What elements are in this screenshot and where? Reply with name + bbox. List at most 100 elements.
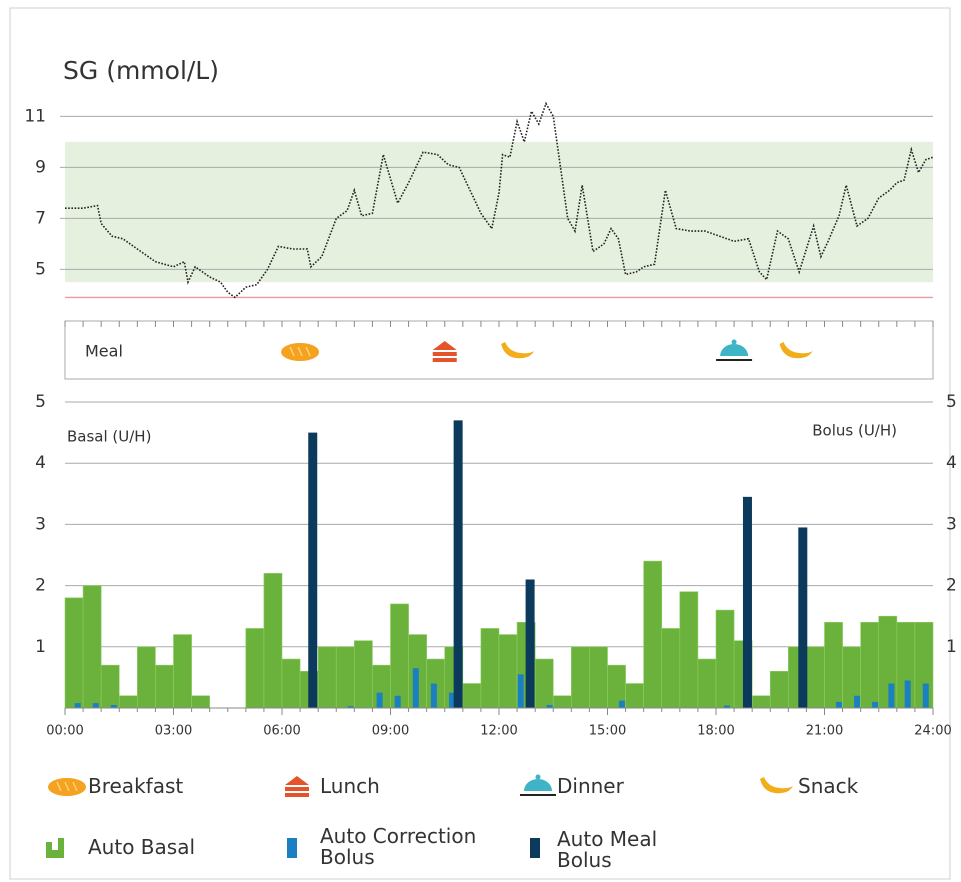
legend-label: Auto Meal Bolus xyxy=(557,827,658,872)
y2-tick-label: 5 xyxy=(946,392,957,412)
legend-icon xyxy=(48,778,86,796)
basal-bar xyxy=(390,603,409,709)
meal-icon xyxy=(281,343,320,361)
bolus-bar xyxy=(412,668,419,708)
basal-bar xyxy=(317,646,337,709)
cake-l1 xyxy=(285,787,309,791)
correction-icon xyxy=(287,838,297,858)
banana xyxy=(779,342,813,359)
y-tick-label: 3 xyxy=(35,514,46,534)
bolus-bar xyxy=(546,704,553,708)
basal-bar xyxy=(498,634,518,709)
bolus-bar xyxy=(872,701,879,708)
cake-l2 xyxy=(285,793,309,797)
y2-tick-label: 1 xyxy=(946,637,957,657)
basal-bar xyxy=(64,597,84,709)
bolus-bar xyxy=(448,692,455,708)
x-tick-label: 15:00 xyxy=(589,724,626,739)
basal-bar xyxy=(263,573,283,709)
basal-bar xyxy=(100,664,120,709)
x-tick-label: 09:00 xyxy=(372,724,409,739)
legend-icon xyxy=(285,776,309,797)
legend-label: Auto Correction Bolus xyxy=(320,824,477,869)
bolus-bar xyxy=(742,496,752,708)
basal-bar xyxy=(715,609,735,709)
y-tick-label: 2 xyxy=(35,576,46,596)
bolus-bar xyxy=(904,680,911,708)
basal-bar xyxy=(281,658,301,709)
bolus-bar xyxy=(854,695,861,708)
bolus-bar xyxy=(798,527,808,708)
legend-label: Lunch xyxy=(320,774,380,798)
y-tick-label: 7 xyxy=(35,208,46,228)
basal-bar xyxy=(480,628,500,709)
basal-bar xyxy=(643,560,663,709)
bolus-bar xyxy=(430,683,437,708)
legend-label: Auto Basal xyxy=(88,835,196,859)
legend-label: Snack xyxy=(798,774,859,798)
banana xyxy=(760,777,793,794)
frame xyxy=(9,7,951,880)
cake xyxy=(432,341,457,350)
meal-bolus-icon xyxy=(530,838,540,858)
x-tick-label: 21:00 xyxy=(806,724,843,739)
y-tick-label: 1 xyxy=(35,637,46,657)
y-axis-label: Basal (U/H) xyxy=(67,428,151,446)
meal-icon xyxy=(716,339,753,361)
y2-tick-label: 3 xyxy=(946,514,957,534)
y-tick-label: 9 xyxy=(35,157,46,177)
y-tick-label: 5 xyxy=(35,392,46,412)
basal-bar xyxy=(751,695,771,709)
basal-bar xyxy=(173,634,192,709)
bolus-bar xyxy=(92,703,99,708)
basal-bar xyxy=(552,695,572,709)
basal-bar xyxy=(191,695,210,709)
bolus-bar xyxy=(376,692,383,708)
y-tick-label: 5 xyxy=(35,259,46,279)
basal-bar xyxy=(137,646,156,709)
basal-bar xyxy=(82,585,102,709)
bolus-bar xyxy=(888,683,895,708)
basal-bar xyxy=(806,646,825,709)
cloche xyxy=(720,344,749,356)
cloche xyxy=(524,779,552,791)
cake xyxy=(285,776,309,785)
basal-bar xyxy=(697,658,717,709)
bolus-bar xyxy=(347,706,354,708)
bolus-bar xyxy=(525,579,535,708)
x-tick-label: 24:00 xyxy=(914,724,951,739)
y2-axis-label: Bolus (U/H) xyxy=(812,422,897,440)
x-tick-label: 12:00 xyxy=(480,724,517,739)
meal-icon xyxy=(501,342,535,359)
legend-icon xyxy=(46,838,64,858)
meal-icon xyxy=(779,342,813,359)
x-tick-label: 03:00 xyxy=(155,724,192,739)
bread-line xyxy=(305,346,311,357)
bread-line xyxy=(56,781,62,792)
cloche-knob xyxy=(731,339,737,345)
meal-label: Meal xyxy=(85,342,123,361)
chart-title: SG (mmol/L) xyxy=(63,56,219,85)
basal-bar xyxy=(534,658,554,709)
basal-bar xyxy=(679,591,699,709)
basal-bar xyxy=(661,628,681,709)
y2-tick-label: 2 xyxy=(946,576,957,596)
cloche-knob xyxy=(535,774,541,780)
bread-line xyxy=(297,346,303,357)
basal-bar xyxy=(769,670,789,709)
cake-l1 xyxy=(432,352,457,356)
target-range xyxy=(65,141,933,283)
meal-icon xyxy=(432,341,457,362)
basal-bar xyxy=(118,695,138,709)
x-tick-label: 06:00 xyxy=(263,724,300,739)
basal-bar xyxy=(245,628,265,709)
y-tick-label: 11 xyxy=(24,106,46,126)
legend-icon xyxy=(760,777,793,794)
sg-line xyxy=(65,101,934,299)
basal-bar xyxy=(571,646,590,709)
basal-bar xyxy=(589,646,608,709)
bread-line xyxy=(72,781,78,792)
cake-l2 xyxy=(432,358,457,362)
